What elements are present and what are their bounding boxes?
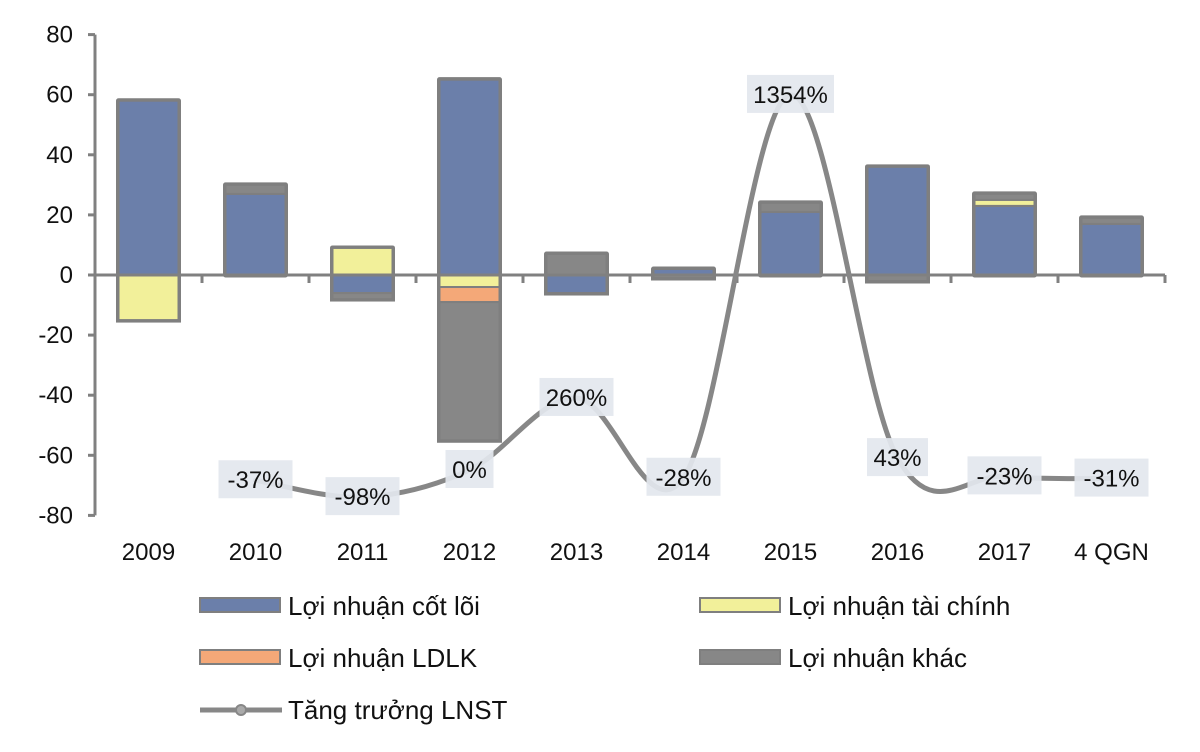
data-label: 1354% xyxy=(747,74,834,113)
legend-item: Tăng trưởng LNST xyxy=(200,695,508,725)
legend-swatch xyxy=(699,649,781,665)
bar-segment xyxy=(545,274,608,295)
data-label-bg xyxy=(747,74,834,113)
data-label: -23% xyxy=(967,456,1042,495)
bar-segment xyxy=(759,210,822,277)
data-label-bg xyxy=(1074,458,1149,497)
legend-label: Lợi nhuận tài chính xyxy=(788,591,1010,621)
legend-item: Lợi nhuận khác xyxy=(699,643,967,673)
legend-item: Lợi nhuận LDLK xyxy=(199,643,478,673)
bar-segment xyxy=(1080,216,1143,225)
data-label-bg xyxy=(445,450,494,488)
data-label-bg xyxy=(325,477,400,516)
bar-stack-2013 xyxy=(544,251,609,296)
data-label: 260% xyxy=(539,377,614,416)
data-label-bg xyxy=(646,457,721,496)
bar-segment xyxy=(759,201,822,213)
x-tick-label: 2015 xyxy=(764,539,817,566)
axes: 80 60 40 20 0 -20 -40 -60 -80 2009 2010 2011 2012 201… xyxy=(38,22,1167,566)
bar-stack-2016 xyxy=(865,164,930,284)
data-label-text: 43% xyxy=(873,445,921,472)
bar-segment xyxy=(331,246,394,277)
growth-line xyxy=(253,92,1114,500)
legend-swatch xyxy=(699,597,781,613)
bar-segment xyxy=(438,78,501,276)
x-tick-label: 2013 xyxy=(550,539,603,566)
data-label: -28% xyxy=(646,457,721,496)
legend-label: Lợi nhuận khác xyxy=(788,643,967,673)
x-tick-label: 2009 xyxy=(122,539,175,566)
x-tick-label: 4 QGN xyxy=(1074,539,1149,566)
bar-segment xyxy=(973,204,1036,276)
legend-swatch xyxy=(199,597,281,613)
bar-segment xyxy=(117,274,180,322)
data-label-text: 0% xyxy=(452,457,487,484)
bar-segment xyxy=(1080,222,1143,276)
bar-stack-4-QGN xyxy=(1079,215,1144,278)
data-label-bg xyxy=(967,456,1042,495)
y-tick-label: -80 xyxy=(38,502,73,529)
data-label-text: -23% xyxy=(976,463,1032,490)
bar-segment xyxy=(438,301,501,442)
bar-stack-2017 xyxy=(972,191,1037,278)
x-tick-label: 2011 xyxy=(337,539,389,566)
legend: Lợi nhuận cốt lõi Lợi nhuận tài chính Lợi … xyxy=(199,591,1010,725)
bar-segment xyxy=(866,165,929,277)
bar-stack-2012 xyxy=(437,77,502,443)
data-label-bg xyxy=(218,460,293,499)
y-tick-label: -60 xyxy=(38,442,73,469)
bar-segment xyxy=(438,286,501,304)
y-tick-label: 20 xyxy=(46,202,73,229)
y-tick-label: 40 xyxy=(46,142,73,169)
data-label-text: -28% xyxy=(655,465,711,492)
bar-segment xyxy=(973,192,1036,201)
data-label-text: -31% xyxy=(1083,466,1139,493)
data-label: -31% xyxy=(1074,458,1149,497)
data-label-text: -37% xyxy=(227,467,283,494)
x-tick-label: 2016 xyxy=(871,539,924,566)
data-label: 0% xyxy=(445,450,494,488)
bar-stack-2015 xyxy=(758,200,823,278)
y-tick-label: 0 xyxy=(60,262,73,289)
bar-stack-2010 xyxy=(223,182,288,278)
data-label-bg xyxy=(539,377,614,416)
bar-stack-2009 xyxy=(116,98,181,323)
data-label: -98% xyxy=(325,477,400,516)
legend-label: Lợi nhuận LDLK xyxy=(288,643,478,673)
bar-segment xyxy=(117,99,180,276)
bar-segment xyxy=(331,274,394,295)
data-label-text: 1354% xyxy=(753,82,828,109)
bar-segment xyxy=(545,252,608,276)
y-tick-label: -20 xyxy=(38,322,73,349)
x-tick-label: 2014 xyxy=(657,539,710,566)
growth-line-layer: -37% -98% 0% 260% -28% 1354% 43% -23% -31% xyxy=(218,74,1149,516)
data-label: -37% xyxy=(218,460,293,499)
legend-swatch xyxy=(199,649,281,665)
data-label-text: -98% xyxy=(334,484,390,511)
legend-item: Lợi nhuận cốt lõi xyxy=(199,591,480,621)
bar-segment xyxy=(224,192,287,277)
bar-stack-2011 xyxy=(330,245,395,302)
legend-marker xyxy=(235,704,247,716)
legend-item: Lợi nhuận tài chính xyxy=(699,591,1010,621)
data-label: 43% xyxy=(867,438,928,477)
legend-label: Lợi nhuận cốt lõi xyxy=(288,591,480,621)
y-tick-label: 80 xyxy=(46,22,73,49)
x-tick-label: 2012 xyxy=(443,539,496,566)
legend-label: Tăng trưởng LNST xyxy=(288,695,508,725)
x-tick-label: 2010 xyxy=(229,539,282,566)
bar-segment xyxy=(331,292,394,301)
x-tick-label: 2017 xyxy=(978,539,1031,566)
data-label-bg xyxy=(867,438,928,477)
bar-stack-2014 xyxy=(651,266,716,281)
bar-segment xyxy=(224,183,287,195)
data-label-text: 260% xyxy=(546,385,607,412)
bars-layer xyxy=(116,77,1144,443)
y-tick-label: 60 xyxy=(46,82,73,109)
y-tick-label: -40 xyxy=(38,382,73,409)
bar-segment xyxy=(438,274,501,289)
